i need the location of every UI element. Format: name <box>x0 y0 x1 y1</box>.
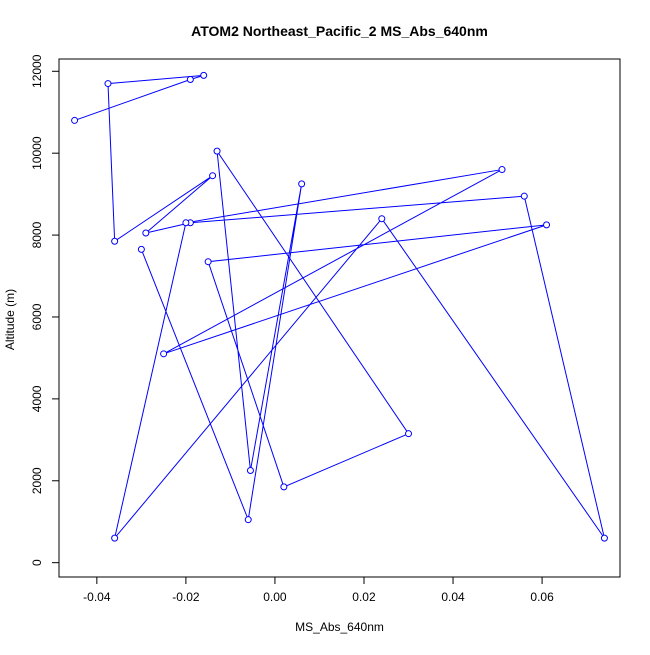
y-tick-label: 0 <box>30 559 44 566</box>
series-layer <box>71 71 608 542</box>
data-point <box>111 237 119 245</box>
data-point <box>520 192 528 200</box>
x-tick-label: -0.02 <box>172 590 200 604</box>
data-point <box>142 229 150 237</box>
data-point <box>200 71 208 79</box>
y-axis: 0 2000 4000 6000 8000 10000 12000 <box>30 54 60 566</box>
y-tick-label: 8000 <box>30 221 44 248</box>
data-point <box>209 172 217 180</box>
data-point <box>186 75 194 83</box>
data-point <box>182 219 190 227</box>
x-tick-label: 0.00 <box>263 590 287 604</box>
data-point <box>244 516 252 524</box>
data-point <box>600 534 608 542</box>
y-tick-label: 4000 <box>30 385 44 412</box>
data-point <box>298 180 306 188</box>
data-point <box>111 534 119 542</box>
data-point <box>543 221 551 229</box>
x-tick-label: 0.06 <box>530 590 554 604</box>
data-point <box>246 467 254 475</box>
data-point <box>378 215 386 223</box>
data-point <box>204 258 212 266</box>
y-axis-title: Altitude (m) <box>3 289 17 350</box>
data-point <box>280 483 288 491</box>
data-point <box>137 245 145 253</box>
chart-title: ATOM2 Northeast_Pacific_2 MS_Abs_640nm <box>191 23 488 39</box>
data-point <box>498 166 506 174</box>
x-tick-label: 0.04 <box>441 590 465 604</box>
series-line <box>74 74 605 539</box>
x-axis-title: MS_Abs_640nm <box>295 620 384 634</box>
y-tick-label: 2000 <box>30 467 44 494</box>
x-tick-label: 0.02 <box>352 590 376 604</box>
data-point <box>160 350 168 358</box>
data-point <box>405 430 413 438</box>
y-tick-label: 10000 <box>30 136 44 170</box>
x-axis: -0.04 -0.02 0.00 0.02 0.04 0.06 <box>83 576 554 604</box>
y-tick-label: 12000 <box>30 54 44 88</box>
data-point <box>213 147 221 155</box>
x-tick-label: -0.04 <box>83 590 111 604</box>
data-point <box>104 80 112 88</box>
data-point <box>71 116 79 124</box>
y-tick-label: 6000 <box>30 303 44 330</box>
